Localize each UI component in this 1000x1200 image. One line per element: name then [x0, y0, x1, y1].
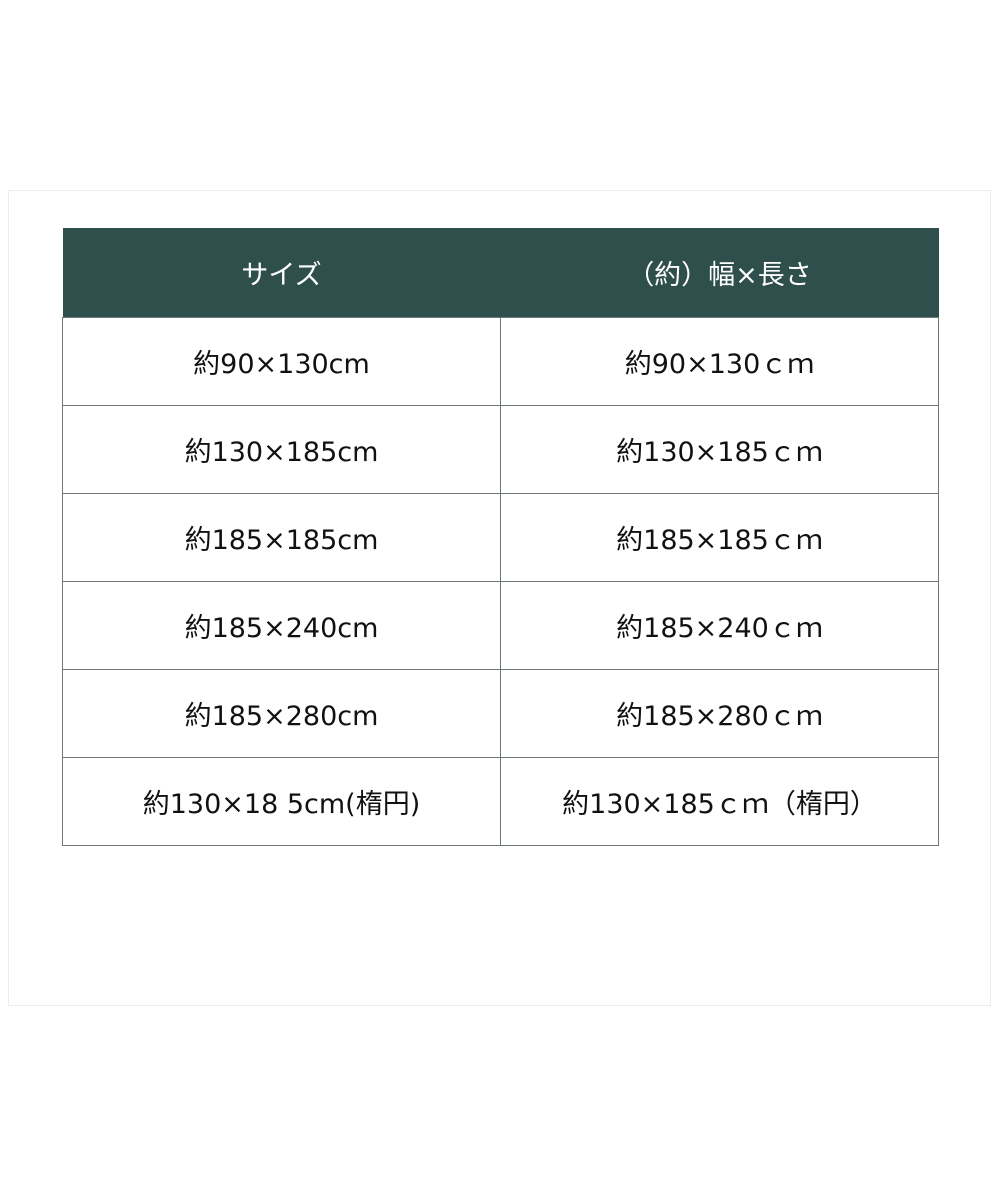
- dimensions-cell: 約185×185ｃｍ: [500, 493, 939, 582]
- dimensions-cell: 約130×185ｃｍ: [500, 405, 939, 494]
- size-cell: 約90×130cm: [62, 317, 501, 406]
- dimensions-cell: 約185×280ｃｍ: [500, 669, 939, 758]
- content-card: [8, 190, 991, 1006]
- dimensions-cell: 約90×130ｃｍ: [500, 317, 939, 406]
- header-size: サイズ: [62, 228, 501, 318]
- size-cell: 約130×18 5cm(楕円): [62, 757, 501, 846]
- table-row: 約130×18 5cm(楕円) 約130×185ｃｍ（楕円）: [62, 757, 939, 846]
- table-row: 約185×240cm 約185×240ｃｍ: [62, 581, 939, 670]
- dimensions-cell: 約130×185ｃｍ（楕円）: [500, 757, 939, 846]
- table-row: 約185×185cm 約185×185ｃｍ: [62, 493, 939, 582]
- size-cell: 約185×280cm: [62, 669, 501, 758]
- header-dimensions: （約）幅×長さ: [500, 228, 939, 318]
- table-row: 約185×280cm 約185×280ｃｍ: [62, 669, 939, 758]
- size-cell: 約185×240cm: [62, 581, 501, 670]
- size-cell: 約185×185cm: [62, 493, 501, 582]
- size-table: サイズ （約）幅×長さ 約90×130cm 約90×130ｃｍ 約130×185c…: [62, 228, 939, 846]
- size-cell: 約130×185cm: [62, 405, 501, 494]
- table-row: 約130×185cm 約130×185ｃｍ: [62, 405, 939, 494]
- table-header-row: サイズ （約）幅×長さ: [62, 228, 939, 318]
- dimensions-cell: 約185×240ｃｍ: [500, 581, 939, 670]
- table-row: 約90×130cm 約90×130ｃｍ: [62, 317, 939, 406]
